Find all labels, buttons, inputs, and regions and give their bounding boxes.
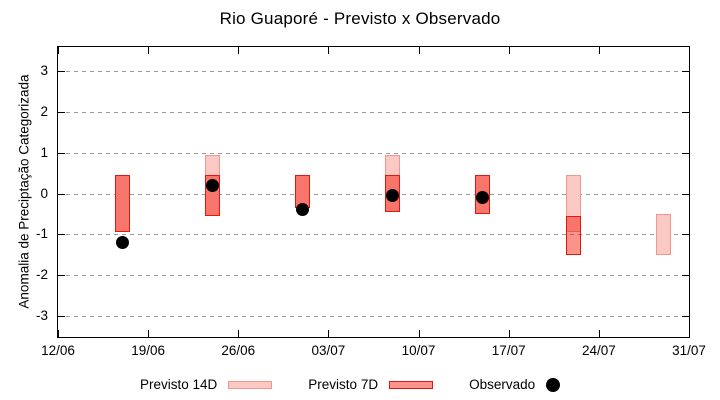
observed-dot bbox=[476, 191, 490, 205]
forecast-7d-bar bbox=[565, 215, 581, 255]
x-tick-label: 26/06 bbox=[221, 343, 256, 358]
y-tick-mark bbox=[682, 193, 689, 195]
legend-bar7-swatch bbox=[389, 380, 434, 389]
x-tick-mark bbox=[689, 330, 690, 337]
chart-title: Rio Guaporé - Previsto x Observado bbox=[219, 9, 501, 28]
y-tick-label: 1 bbox=[40, 144, 48, 160]
y-tick-label: -1 bbox=[35, 226, 48, 242]
gridline bbox=[58, 70, 689, 72]
y-tick-mark bbox=[682, 111, 689, 113]
legend-label: Previsto 14D bbox=[140, 377, 218, 392]
y-tick-mark bbox=[682, 316, 689, 318]
y-tick-label: 3 bbox=[40, 62, 48, 78]
y-tick-mark bbox=[58, 152, 65, 154]
y-tick-mark bbox=[58, 275, 65, 277]
legend-item: Observado bbox=[469, 377, 561, 392]
y-tick-label: -2 bbox=[35, 267, 48, 283]
x-tick-label: 17/07 bbox=[491, 343, 526, 358]
gridline bbox=[58, 316, 689, 318]
x-tick-mark bbox=[58, 330, 59, 337]
forecast-7d-bar bbox=[114, 175, 130, 233]
y-tick-mark bbox=[58, 70, 65, 72]
x-tick-mark bbox=[328, 330, 330, 337]
x-tick-mark bbox=[508, 330, 510, 337]
x-tick-label: 31/07 bbox=[672, 343, 706, 358]
x-tick-mark bbox=[689, 47, 690, 54]
y-tick-mark bbox=[58, 193, 65, 195]
y-tick-mark bbox=[682, 275, 689, 277]
observed-dot bbox=[296, 203, 310, 217]
x-tick-mark bbox=[148, 330, 150, 337]
x-tick-mark bbox=[418, 47, 420, 54]
legend-observed-dot bbox=[546, 377, 561, 392]
y-tick-label: 0 bbox=[40, 185, 48, 201]
x-tick-label: 19/06 bbox=[131, 343, 166, 358]
legend-label: Observado bbox=[469, 377, 536, 392]
gridline bbox=[58, 193, 689, 195]
x-tick-label: 12/06 bbox=[41, 343, 75, 358]
gridline bbox=[58, 111, 689, 113]
x-tick-mark bbox=[58, 47, 59, 54]
x-tick-mark bbox=[238, 47, 240, 54]
observed-dot bbox=[386, 189, 400, 203]
y-tick-mark bbox=[682, 152, 689, 154]
y-tick-mark bbox=[682, 70, 689, 72]
x-tick-label: 10/07 bbox=[401, 343, 436, 358]
x-tick-mark bbox=[598, 330, 600, 337]
forecast-14d-bar bbox=[655, 213, 671, 255]
y-tick-label: -3 bbox=[35, 308, 48, 324]
forecast-14d-bar bbox=[565, 175, 581, 233]
plot-area bbox=[57, 46, 690, 338]
legend-item: Previsto 14D bbox=[140, 377, 273, 392]
x-tick-mark bbox=[418, 330, 420, 337]
x-tick-mark bbox=[148, 47, 150, 54]
legend-bar14-swatch bbox=[228, 380, 273, 389]
observed-dot bbox=[115, 236, 129, 250]
y-tick-mark bbox=[58, 316, 65, 318]
gridline bbox=[58, 275, 689, 277]
observed-dot bbox=[206, 178, 220, 192]
x-tick-mark bbox=[598, 47, 600, 54]
y-tick-mark bbox=[58, 234, 65, 236]
x-tick-mark bbox=[238, 330, 240, 337]
x-tick-mark bbox=[328, 47, 330, 54]
y-tick-label: 2 bbox=[40, 103, 48, 119]
x-tick-label: 03/07 bbox=[311, 343, 346, 358]
legend-item: Previsto 7D bbox=[308, 377, 434, 392]
x-tick-label: 24/07 bbox=[581, 343, 616, 358]
x-tick-mark bbox=[508, 47, 510, 54]
gridline bbox=[58, 234, 689, 236]
legend-label: Previsto 7D bbox=[308, 377, 379, 392]
y-tick-mark bbox=[58, 111, 65, 113]
y-tick-mark bbox=[682, 234, 689, 236]
legend: Previsto 14D Previsto 7D Observado bbox=[140, 377, 561, 392]
gridline bbox=[58, 152, 689, 154]
